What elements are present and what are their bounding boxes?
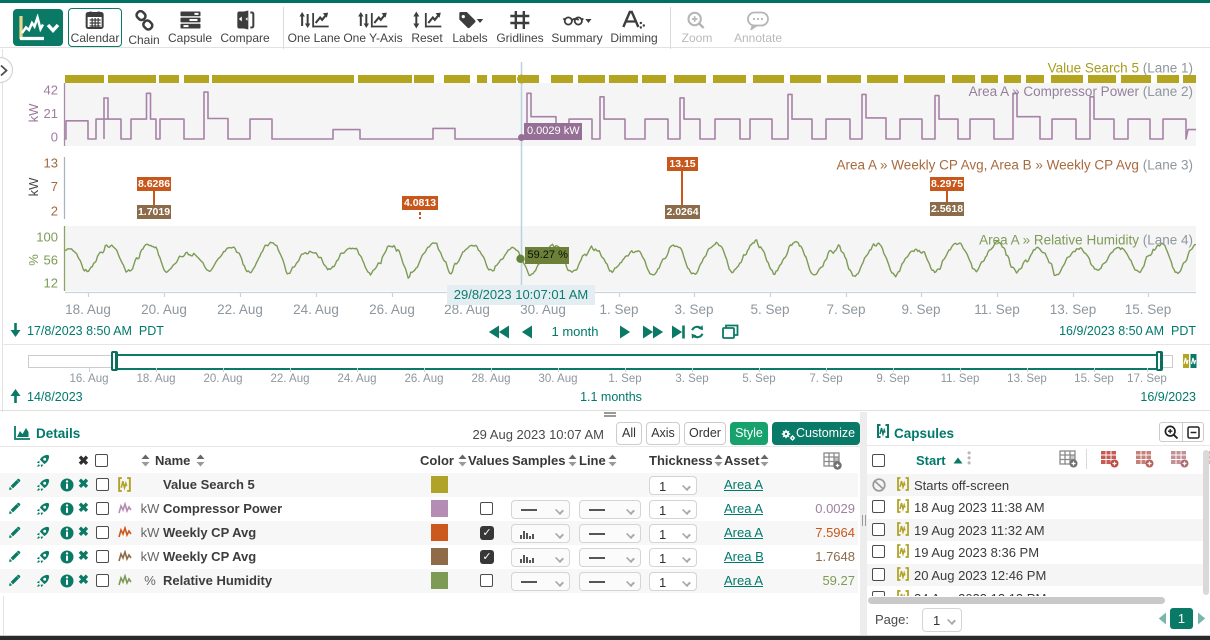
svg-text:13: 13 bbox=[44, 156, 58, 171]
svg-text:22. Aug: 22. Aug bbox=[217, 302, 263, 317]
svg-text:Value Search 5 (Lane 1): Value Search 5 (Lane 1) bbox=[1048, 61, 1193, 76]
svg-text:1. Sep: 1. Sep bbox=[599, 302, 638, 317]
svg-text:Area A » Compressor Power (Lan: Area A » Compressor Power (Lane 2) bbox=[969, 84, 1193, 99]
svg-text:7: 7 bbox=[51, 179, 58, 194]
svg-text:12: 12 bbox=[44, 276, 58, 291]
svg-text:13. Sep: 13. Sep bbox=[1050, 302, 1097, 317]
svg-text:0: 0 bbox=[51, 130, 58, 145]
svg-text:100: 100 bbox=[36, 230, 58, 245]
svg-text:kW: kW bbox=[26, 177, 41, 197]
svg-text:18. Aug: 18. Aug bbox=[65, 302, 111, 317]
svg-text:30. Aug: 30. Aug bbox=[520, 302, 566, 317]
svg-text:2: 2 bbox=[51, 204, 58, 219]
svg-text:kW: kW bbox=[26, 103, 41, 123]
svg-text:15. Sep: 15. Sep bbox=[1125, 302, 1172, 317]
svg-text:%: % bbox=[26, 254, 41, 266]
svg-text:56: 56 bbox=[44, 253, 58, 268]
svg-text:Area A » Weekly CP Avg, Area B: Area A » Weekly CP Avg, Area B » Weekly … bbox=[837, 158, 1193, 173]
svg-text:11. Sep: 11. Sep bbox=[974, 302, 1020, 317]
svg-text:5. Sep: 5. Sep bbox=[750, 302, 789, 317]
svg-text:42: 42 bbox=[44, 83, 58, 98]
svg-text:28. Aug: 28. Aug bbox=[444, 302, 490, 317]
svg-text:26. Aug: 26. Aug bbox=[369, 302, 415, 317]
svg-text:3. Sep: 3. Sep bbox=[674, 302, 713, 317]
svg-text:9. Sep: 9. Sep bbox=[901, 302, 940, 317]
svg-text:Area A » Relative Humidity (La: Area A » Relative Humidity (Lane 4) bbox=[979, 233, 1193, 248]
svg-text:20. Aug: 20. Aug bbox=[141, 302, 187, 317]
svg-text:21: 21 bbox=[44, 106, 58, 121]
svg-text:7. Sep: 7. Sep bbox=[826, 302, 865, 317]
svg-text:24. Aug: 24. Aug bbox=[293, 302, 339, 317]
